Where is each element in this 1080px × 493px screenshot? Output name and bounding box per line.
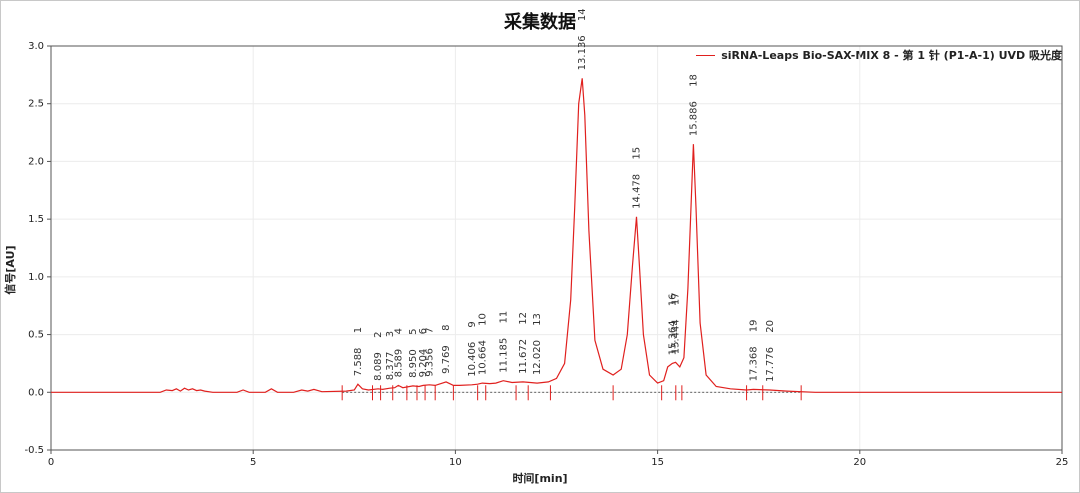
peak-rt-label: 17.368 [748,346,759,381]
peak-number-label: 12 [518,312,529,325]
x-tick-label: 25 [1056,457,1069,468]
peak-rt-label: 11.185 [498,338,509,373]
y-tick-label: 1.0 [28,272,44,283]
y-tick-label: 2.5 [28,99,44,110]
peak-rt-label: 10.406 [467,342,478,377]
peak-number-label: 6 [418,328,429,334]
peak-rt-label: 15.444 [671,319,682,354]
series-line [51,78,1062,393]
peak-rt-label: 9.356 [424,348,435,377]
peak-rt-label: 10.664 [477,340,488,375]
peak-rt-label: 8.589 [393,349,404,378]
peak-number-label: 19 [748,319,759,332]
peak-rt-label: 15.364 [667,320,678,355]
peak-number-label: 8 [441,325,452,331]
peak-number-label: 13 [532,313,543,326]
peak-number-label: 9 [467,321,478,327]
peak-number-label: 5 [408,329,419,335]
peak-rt-label: 7.588 [353,348,364,377]
peak-rt-label: 12.020 [532,340,543,375]
y-tick-label: 0.0 [28,387,44,398]
peak-number-label: 17 [671,292,682,305]
x-tick-label: 5 [250,457,256,468]
peak-number-label: 15 [631,147,642,160]
peak-rt-label: 14.478 [631,174,642,209]
y-tick-label: 3.0 [28,41,44,52]
chart-title: 采集数据 [504,12,576,33]
y-tick-label: 1.5 [28,214,44,225]
legend-swatch [696,54,716,56]
peak-number-label: 4 [393,328,404,334]
peak-number-label: 11 [498,311,509,324]
peak-number-label: 3 [385,331,396,337]
legend: siRNA-Leaps Bio-SAX-MIX 8 - 第 1 针 (P1-A-… [696,47,1062,63]
peak-rt-label: 9.769 [441,345,452,374]
peak-number-label: 16 [667,293,678,306]
y-tick-label: -0.5 [24,445,44,456]
y-tick-label: 2.0 [28,156,44,167]
peak-number-label: 7 [424,327,435,333]
x-tick-label: 0 [48,457,54,468]
legend-label: siRNA-Leaps Bio-SAX-MIX 8 - 第 1 针 (P1-A-… [721,49,1062,62]
plot-area-border [50,45,1063,451]
peak-number-label: 14 [577,8,588,21]
peak-rt-label: 9.204 [418,349,429,378]
peak-rt-label: 8.950 [408,349,419,378]
peak-number-label: 18 [688,74,699,87]
peak-rt-label: 15.886 [688,101,699,136]
peak-rt-label: 11.672 [518,339,529,374]
x-tick-label: 15 [651,457,664,468]
peak-rt-label: 13.136 [577,35,588,70]
peak-number-label: 2 [373,331,384,337]
peak-number-label: 1 [353,327,364,333]
x-axis-label: 时间[min] [512,472,568,485]
x-tick-label: 10 [449,457,462,468]
peak-rt-label: 17.776 [765,347,776,382]
y-tick-label: 0.5 [28,330,44,341]
peak-rt-label: 8.377 [385,352,396,381]
peak-number-label: 10 [477,313,488,326]
x-tick-label: 20 [853,457,866,468]
peak-rt-label: 8.089 [373,352,384,381]
peak-number-label: 20 [765,320,776,333]
